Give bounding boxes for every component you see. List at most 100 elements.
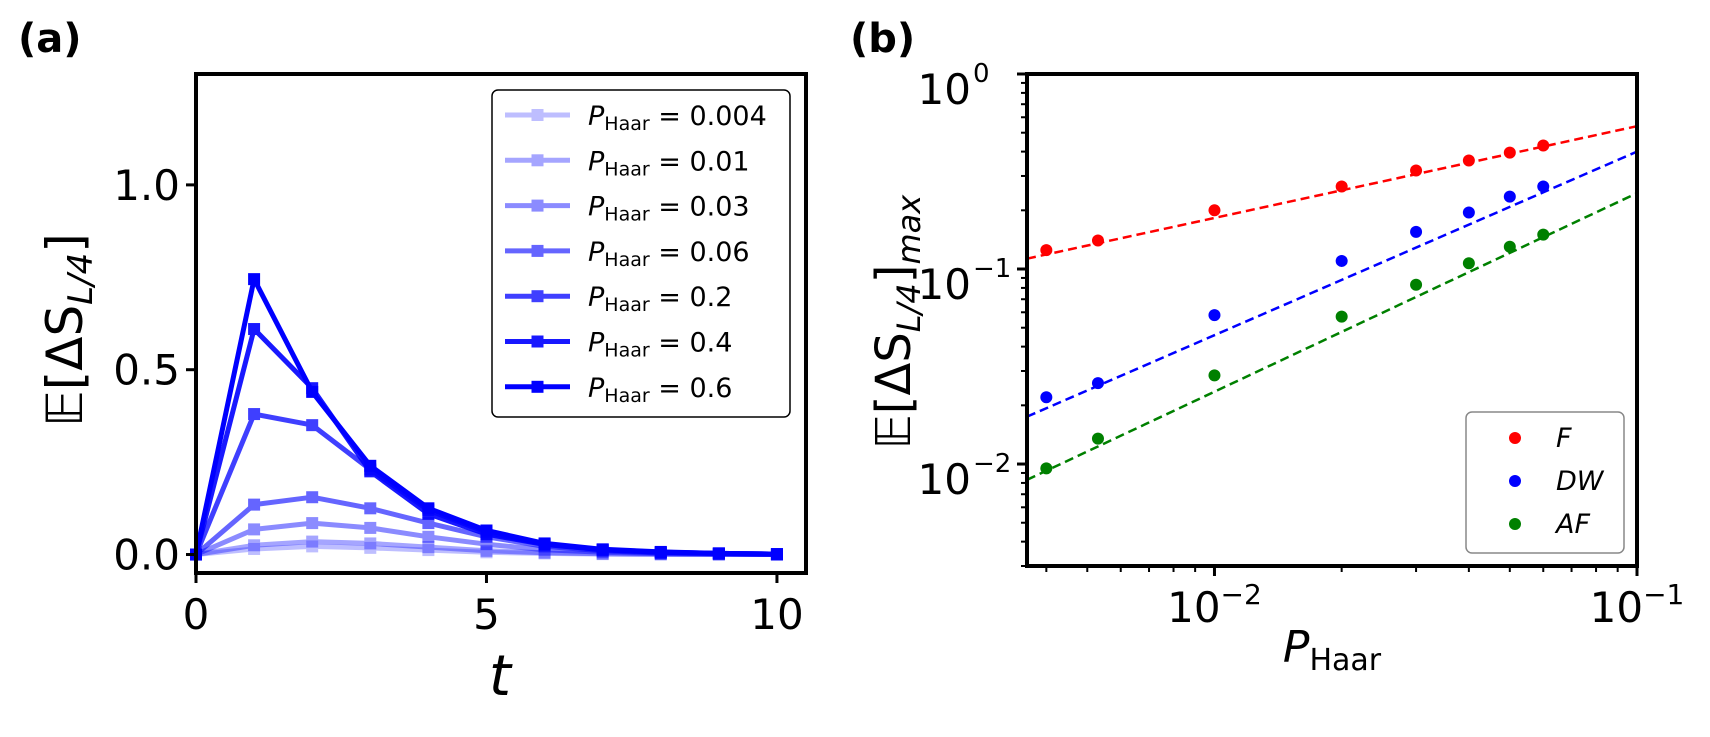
panel-b-point-0-7 xyxy=(1537,139,1550,152)
panel-a-ticks: 0 5 10 0.0 0.5 1.0 xyxy=(113,161,803,639)
panel-a-ytick-label-2: 1.0 xyxy=(113,161,180,210)
panel-a-legend-value-6: = 0.6 xyxy=(650,373,733,404)
panel-a-ylabel-close: ] xyxy=(36,233,94,253)
panel-b-ytick-exp-0: 0 xyxy=(973,59,990,89)
panel-a-point-0-3 xyxy=(364,541,377,554)
panel-a-ylabel-sub: L/4 xyxy=(61,253,101,305)
panel-b-xlabel: PHaar xyxy=(1283,622,1382,678)
panel-b-ylabel: 𝔼[ΔSL/4]max xyxy=(866,194,928,450)
panel-a-legend-symbol-4: P xyxy=(588,282,605,313)
panel-a-label: (a) xyxy=(18,16,82,62)
panel-a-point-4-1 xyxy=(248,408,261,421)
panel-b-fit-1 xyxy=(1026,150,1638,418)
panel-b-point-0-5 xyxy=(1462,154,1475,167)
panel-a-ylabel: 𝔼[ΔSL/4] xyxy=(36,233,101,426)
panel-a-point-0-2 xyxy=(306,540,319,553)
panel-b-point-2-5 xyxy=(1462,257,1475,270)
panel-b-point-1-3 xyxy=(1335,254,1348,267)
panel-a-point-1-2 xyxy=(306,535,319,548)
panel-a-legend-label-2: PHaar = 0.03 xyxy=(588,192,750,226)
panel-a-legend-symbol-0: P xyxy=(588,101,605,132)
panel-b-ytick-label-0: 10 xyxy=(918,65,971,114)
panel-a-legend-handle-0 xyxy=(505,109,570,121)
panel-a-point-0-5 xyxy=(480,546,493,559)
panel-a-legend-handle-1 xyxy=(505,154,570,167)
panel-b-point-1-0 xyxy=(1040,391,1053,404)
panel-a-point-6-9 xyxy=(712,547,725,560)
panel-a-point-1-1 xyxy=(248,539,261,552)
panel-b-ylabel-sub2: max xyxy=(890,194,928,265)
panel-b-ytick-label-2: 10 xyxy=(918,455,971,504)
panel-a-series xyxy=(190,273,783,561)
panel-a-legend-label-6: PHaar = 0.6 xyxy=(588,373,732,407)
panel-a-point-3-4 xyxy=(422,517,435,530)
panel-a-legend-marker-4 xyxy=(531,290,544,303)
panel-a-legend-box xyxy=(491,89,791,418)
panel-a-legend-marker-6 xyxy=(531,380,544,393)
panel-b-legend-marker-2 xyxy=(1509,518,1521,530)
panel-a-point-6-8 xyxy=(654,545,667,558)
panel-a-xtick-label-1: 5 xyxy=(473,590,500,639)
panel-b-ylabel-main: 𝔼[ΔS xyxy=(866,332,922,449)
panel-a-point-6-6 xyxy=(538,537,551,550)
panel-b-point-2-0 xyxy=(1040,462,1053,475)
panel-a-legend-value-1: = 0.01 xyxy=(650,146,750,177)
panel-a-point-0-4 xyxy=(422,544,435,557)
panel-a-legend-value-3: = 0.06 xyxy=(650,237,750,268)
panel-a-legend-handle-4 xyxy=(505,290,570,303)
panel-b-legend-marker-0 xyxy=(1509,432,1521,444)
panel-a-ylabel-main: 𝔼[ΔS xyxy=(36,305,94,427)
panel-a-legend-label-0: PHaar = 0.004 xyxy=(588,101,767,135)
panel-a-point-6-2 xyxy=(306,385,319,398)
panel-b-point-1-5 xyxy=(1462,206,1475,219)
panel-a-legend-value-0: = 0.004 xyxy=(650,101,767,132)
panel-b-point-0-1 xyxy=(1091,234,1104,247)
panel-a-legend-marker-2 xyxy=(531,199,544,212)
panel-b-xtick-exp-0: −2 xyxy=(1221,578,1262,611)
panel-a-point-1-5 xyxy=(480,544,493,557)
panel-b-legend-marker-1 xyxy=(1509,475,1521,487)
panel-a-series-6 xyxy=(190,273,783,561)
panel-b-legend: F DW AF xyxy=(1465,411,1625,554)
panel-a-legend-label-1: PHaar = 0.01 xyxy=(588,146,750,180)
panel-a-legend-label-5: PHaar = 0.4 xyxy=(588,328,732,362)
panel-a-legend-subscript-3: Haar xyxy=(604,249,650,271)
panel-a-point-5-1 xyxy=(248,323,261,336)
panel-b-legend-label-1: DW xyxy=(1556,466,1605,497)
panel-b-frame xyxy=(1025,72,1639,568)
panel-a-point-3-3 xyxy=(364,502,377,515)
panel-a-xtick-label-2: 10 xyxy=(750,590,803,639)
panel-a-legend-subscript-6: Haar xyxy=(604,385,650,407)
panel-b-point-1-7 xyxy=(1537,180,1550,193)
panel-a-chart: 0 5 100.00.51.0 t 𝔼[ΔSL/4] PHaar = 0.004PH… xyxy=(36,72,808,709)
panel-b-ytick-exp-2: −2 xyxy=(973,449,1011,479)
panel-b-point-2-6 xyxy=(1503,240,1516,253)
panel-b-ylabel-close: ] xyxy=(866,264,922,283)
panel-a-legend-symbol-6: P xyxy=(588,373,605,404)
panel-b-xlabel-main: P xyxy=(1283,622,1310,673)
panel-a-frame xyxy=(194,72,808,575)
panel-a-xtick-label-0: 0 xyxy=(183,590,210,639)
panel-a-legend-marker-3 xyxy=(531,244,544,257)
panel-b-fit-2 xyxy=(1026,191,1638,481)
panel-b-point-1-2 xyxy=(1208,309,1221,322)
panel-a-legend-label-3: PHaar = 0.06 xyxy=(588,237,750,271)
panel-b-xtick-base-1: 10 xyxy=(1590,583,1643,632)
panel-a-point-2-4 xyxy=(422,530,435,543)
panel-b-point-2-1 xyxy=(1091,432,1104,445)
panel-a-point-4-2 xyxy=(306,419,319,432)
panel-a-legend-marker-0 xyxy=(531,109,544,121)
panel-b-xtick-label-1: 10−1 xyxy=(1590,578,1685,632)
panel-b-legend-box xyxy=(1465,411,1625,554)
panel-b-label: (b) xyxy=(850,16,915,62)
panel-a-point-2-1 xyxy=(248,523,261,536)
panel-b-point-2-7 xyxy=(1537,228,1550,241)
panel-b-ytick-exp-1: −1 xyxy=(973,254,1011,284)
panel-a-legend-symbol-3: P xyxy=(588,237,605,268)
panel-b-fit-0 xyxy=(1026,124,1638,260)
panel-a-point-2-3 xyxy=(364,521,377,534)
panel-b-legend-label-0: F xyxy=(1556,423,1572,454)
panel-a-point-0-1 xyxy=(248,542,261,555)
